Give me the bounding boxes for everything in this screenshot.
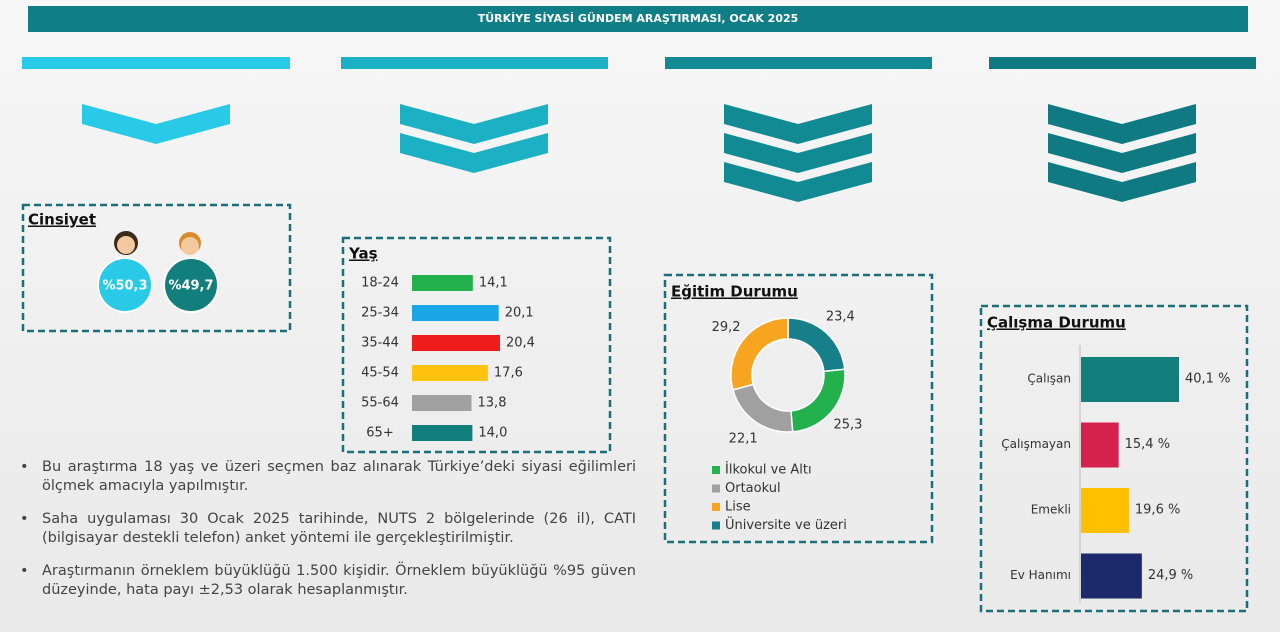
category-label: 25-34: [361, 306, 399, 321]
male-share: %49,7: [168, 279, 213, 294]
bar: [412, 425, 473, 441]
donut-slice: [730, 317, 789, 391]
bar: [412, 365, 488, 381]
chevron: [1048, 104, 1196, 144]
value-label: 14,0: [478, 426, 507, 441]
value-label: 22,1: [729, 431, 758, 446]
legend-swatch: [712, 521, 720, 530]
section-bar: [341, 57, 608, 69]
value-label: 29,2: [712, 320, 741, 335]
gender-box: [21, 203, 292, 333]
value-label: 20,1: [505, 306, 534, 321]
legend-label: Lise: [725, 500, 751, 515]
bar: [1081, 357, 1179, 402]
notes: Bu araştırma 18 yaş ve üzeri seçmen baz …: [20, 458, 636, 614]
note: Saha uygulaması 30 Ocak 2025 tarihinde, …: [20, 510, 636, 548]
chevron: [400, 133, 548, 173]
value-label: 25,3: [833, 417, 862, 432]
bar: [412, 335, 500, 351]
legend-swatch: [712, 466, 720, 474]
gender-title: Cinsiyet: [28, 211, 96, 229]
bar: [412, 305, 499, 321]
category-label: Çalışan: [1027, 372, 1071, 386]
category-label: 55-64: [361, 396, 399, 411]
gender-badge: [163, 257, 219, 313]
bar: [1081, 422, 1119, 468]
employment-box: [979, 304, 1249, 613]
legend-swatch: [712, 503, 720, 511]
chevron: [1048, 133, 1196, 173]
chevron: [724, 162, 872, 202]
bar: [1081, 488, 1129, 533]
gender-badge: [97, 257, 153, 313]
value-label: 40,1 %: [1185, 372, 1230, 387]
category-label: Emekli: [1031, 503, 1071, 517]
category-label: 35-44: [361, 336, 399, 351]
value-label: 24,9 %: [1148, 568, 1193, 583]
bar: [412, 275, 473, 291]
header-bar: [28, 6, 1248, 32]
value-label: 20,4: [506, 336, 535, 351]
chevron: [724, 133, 872, 173]
chart-title: Eğitim Durumu: [671, 283, 798, 301]
bar: [412, 395, 472, 411]
female-share: %50,3: [102, 279, 147, 294]
donut-slice: [732, 383, 794, 433]
category-label: Ev Hanımı: [1010, 568, 1071, 582]
category-label: 65+: [366, 426, 393, 441]
value-label: 19,6 %: [1135, 503, 1180, 518]
category-label: 18-24: [361, 276, 399, 291]
age-box: [341, 236, 612, 454]
legend-label: Ortaokul: [725, 481, 781, 496]
chart-title: Çalışma Durumu: [987, 314, 1126, 332]
section-bar: [989, 57, 1256, 69]
value-label: 17,6: [494, 366, 523, 381]
chart-title: Yaş: [348, 245, 378, 263]
category-label: 45-54: [361, 366, 399, 381]
donut-slice: [787, 317, 846, 373]
education-box: [663, 273, 934, 544]
chevrons: [82, 104, 1196, 202]
legend-label: İlkokul ve Altı: [725, 462, 812, 478]
value-label: 23,4: [826, 310, 855, 325]
bar: [1081, 553, 1142, 599]
header-title: TÜRKİYE SİYASİ GÜNDEM ARAŞTIRMASI, OCAK …: [478, 11, 799, 25]
value-label: 13,8: [478, 396, 507, 411]
chevron: [724, 104, 872, 144]
note: Bu araştırma 18 yaş ve üzeri seçmen baz …: [20, 458, 636, 496]
legend-swatch: [712, 484, 720, 493]
value-label: 15,4 %: [1125, 437, 1170, 452]
section-bar: [22, 57, 290, 69]
legend-label: Üniversite ve üzeri: [725, 516, 847, 533]
chevron: [82, 104, 230, 144]
chevron: [1048, 162, 1196, 202]
section-bar: [665, 57, 932, 69]
note: Araştırmanın örneklem büyüklüğü 1.500 ki…: [20, 562, 636, 600]
category-label: Çalışmayan: [1001, 437, 1071, 451]
chevron: [400, 104, 548, 144]
value-label: 14,1: [479, 276, 508, 291]
